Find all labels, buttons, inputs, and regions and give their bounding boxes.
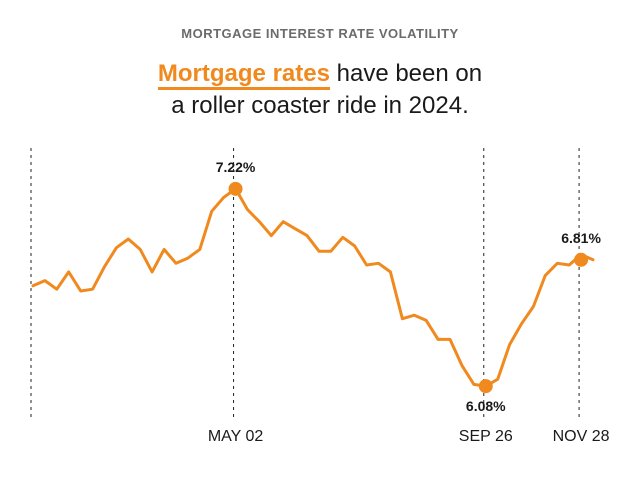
highlight-point-2 [574, 252, 589, 267]
headline-highlight: Mortgage rates [157, 60, 330, 90]
highlight-point-0 [228, 181, 243, 196]
x-tick-label-0: MAY 02 [208, 428, 264, 445]
highlight-label-2: 6.81% [561, 230, 601, 246]
highlight-label-0: 7.22% [216, 159, 256, 175]
headline-text-line-1: have been on [329, 60, 483, 87]
x-tick-label-2: NOV 28 [553, 428, 610, 445]
x-tick-label-1: SEP 26 [459, 428, 513, 445]
headline-text-line-2: a roller coaster ride in 2024. [171, 92, 469, 119]
highlight-label-1: 6.08% [466, 398, 506, 414]
rate-series-line [31, 187, 595, 388]
highlight-point-1 [478, 379, 493, 394]
chart-headline: Mortgage rates have been on a roller coa… [0, 58, 640, 122]
chart-kicker: MORTGAGE INTEREST RATE VOLATILITY [181, 26, 459, 41]
